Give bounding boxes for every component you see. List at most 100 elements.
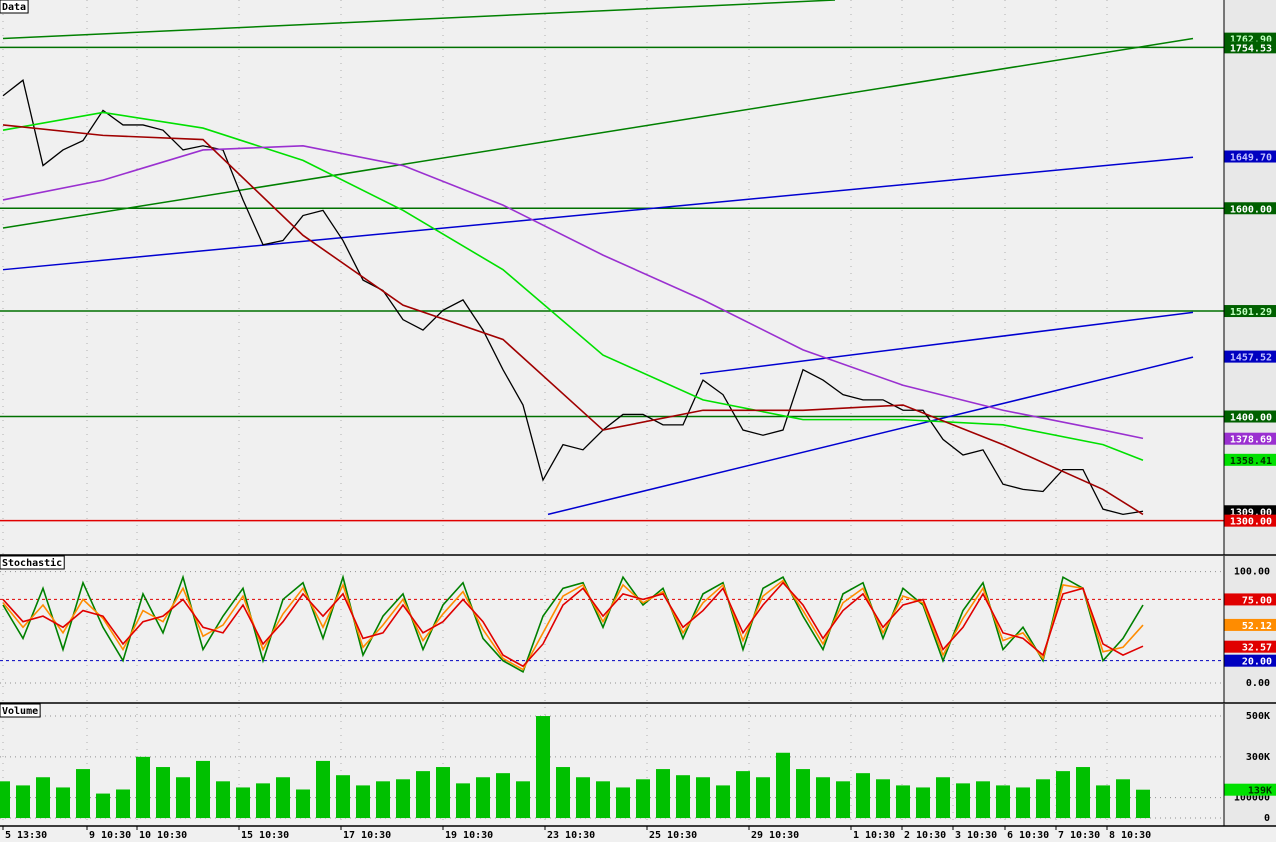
price-tag — [1224, 654, 1276, 667]
price-tag-label: 1309.00 — [1230, 507, 1272, 518]
price-tag — [1224, 505, 1276, 518]
volume-bar — [1096, 785, 1110, 819]
price-tag-label: 1600.00 — [1230, 204, 1272, 215]
volume-bar — [0, 781, 10, 819]
volume-bar — [296, 789, 310, 819]
y-tick-label: 0.00 — [1246, 678, 1270, 689]
series-line — [2, 111, 1144, 461]
x-tick-label: 23 10:30 — [547, 830, 595, 841]
price-tag-label: 75.00 — [1242, 595, 1272, 606]
volume-bar — [216, 781, 230, 819]
price-tag-label: 1300.00 — [1230, 517, 1272, 528]
x-tick-label: 8 10:30 — [1109, 830, 1151, 841]
volume-bar — [436, 767, 450, 819]
volume-bar — [76, 769, 90, 819]
volume-bar — [116, 789, 130, 819]
price-tag — [1224, 432, 1276, 445]
volume-bar — [756, 777, 770, 819]
volume-bar — [836, 781, 850, 819]
volume-bar — [896, 785, 910, 819]
volume-bar — [876, 779, 890, 819]
price-tag — [1224, 150, 1276, 163]
price-tag-label: 1762.90 — [1230, 35, 1272, 46]
price-tag — [1224, 453, 1276, 466]
y-tick-label: 0 — [1264, 813, 1270, 824]
price-tag-label: 1501.29 — [1230, 307, 1272, 318]
panel-title-bg — [0, 0, 29, 14]
volume-bar — [336, 775, 350, 819]
price-tag — [1224, 618, 1276, 631]
x-tick-label: 25 10:30 — [649, 830, 697, 841]
x-tick-label: 5 13:30 — [5, 830, 47, 841]
panel-title-bg — [0, 555, 65, 570]
price-tag — [1224, 350, 1276, 363]
volume-bar — [636, 779, 650, 819]
x-tick-label: 29 10:30 — [751, 830, 799, 841]
volume-bar — [96, 793, 110, 819]
trend-line — [2, 0, 836, 40]
price-tag-label: 1754.53 — [1230, 43, 1272, 54]
volume-bar — [1136, 789, 1150, 819]
panel-title: Data — [2, 2, 26, 13]
panel-title-bg — [0, 703, 41, 718]
volume-bar — [176, 777, 190, 819]
volume-bar — [996, 785, 1010, 819]
panel-title: Stochastic — [2, 557, 62, 569]
y-tick-label: 500K — [1246, 711, 1270, 722]
volume-bar — [936, 777, 950, 819]
volume-bar — [556, 767, 570, 819]
price-tag-label: 1358.41 — [1230, 456, 1272, 467]
trend-line — [2, 156, 1194, 271]
volume-bar — [476, 777, 490, 819]
x-tick-label: 15 10:30 — [241, 830, 289, 841]
volume-bar — [56, 787, 70, 819]
x-tick-label: 1 10:30 — [853, 830, 895, 841]
volume-bar — [456, 783, 470, 819]
volume-bar — [496, 773, 510, 819]
volume-bar — [1076, 767, 1090, 819]
volume-bar — [256, 783, 270, 819]
price-tag-label: 1457.52 — [1230, 353, 1272, 364]
volume-bar — [616, 787, 630, 819]
x-tick-label: 6 10:30 — [1007, 830, 1049, 841]
volume-bar — [716, 785, 730, 819]
price-tag-label: 20.00 — [1242, 657, 1272, 668]
price-tag-label: 32.57 — [1242, 643, 1272, 654]
series-line — [2, 581, 1144, 668]
volume-bar — [816, 777, 830, 819]
volume-bar — [856, 773, 870, 819]
price-tag-label: 1649.70 — [1230, 153, 1272, 164]
volume-bar — [916, 787, 930, 819]
volume-bar — [676, 775, 690, 819]
volume-bar — [796, 769, 810, 819]
y-tick-label: 300K — [1246, 752, 1270, 763]
plot-area — [0, 715, 1224, 819]
x-tick-label: 9 10:30 — [89, 830, 131, 841]
price-tag — [1224, 593, 1276, 606]
volume-bar — [416, 771, 430, 819]
x-tick-label: 10 10:30 — [139, 830, 187, 841]
volume-bar — [1116, 779, 1130, 819]
volume-bar — [656, 769, 670, 819]
y-tick-label: 100.00 — [1234, 567, 1270, 578]
x-tick-label: 7 10:30 — [1058, 830, 1100, 841]
volume-bar — [276, 777, 290, 819]
volume-bar — [536, 716, 550, 819]
x-tick-label: 19 10:30 — [445, 830, 493, 841]
price-tag-label: 52.12 — [1242, 621, 1272, 632]
volume-bar — [1016, 787, 1030, 819]
volume-bar — [576, 777, 590, 819]
series-line — [2, 124, 1144, 516]
price-tag — [1224, 640, 1276, 653]
volume-bar — [736, 771, 750, 819]
price-tag-label: 1378.69 — [1230, 435, 1272, 446]
series-line — [2, 144, 1144, 440]
trend-line — [699, 311, 1194, 375]
panel-title: Volume — [2, 706, 38, 717]
volume-bar — [316, 760, 330, 819]
volume-bar — [396, 779, 410, 819]
volume-bar — [516, 781, 530, 819]
series-line — [2, 79, 1144, 516]
